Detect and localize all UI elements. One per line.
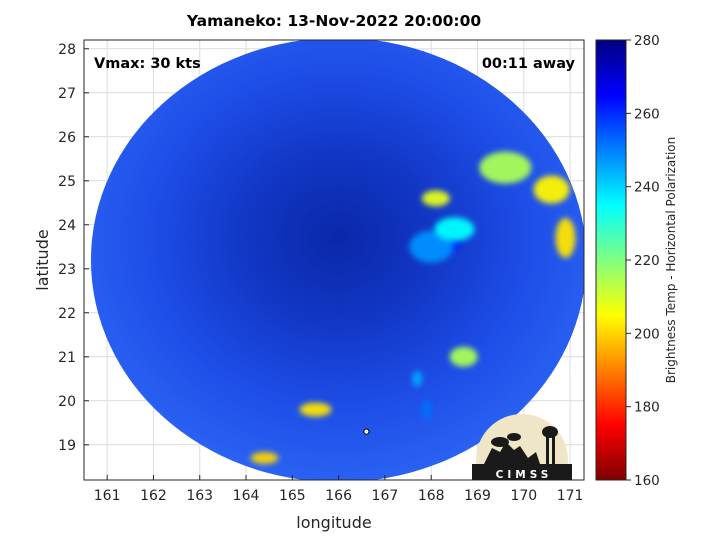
- y-tick-label: 25: [58, 174, 76, 190]
- logo-dish-silhouette: [484, 442, 540, 464]
- convection-cell: [479, 151, 532, 184]
- y-tick-label: 27: [58, 86, 76, 102]
- swath-disk: [91, 40, 584, 480]
- x-tick-label: 162: [140, 488, 167, 504]
- convection-cell: [421, 190, 450, 207]
- tower-icon: [546, 436, 549, 464]
- y-tick-label: 22: [58, 306, 76, 322]
- y-tick-label: 21: [58, 350, 76, 366]
- satellite-dish-icon: [507, 433, 521, 441]
- x-tick-label: 167: [372, 488, 399, 504]
- convection-cell: [250, 452, 279, 464]
- x-tick-label: 168: [418, 488, 445, 504]
- colorbar: [595, 39, 627, 481]
- convection-cell: [299, 402, 332, 417]
- x-tick-label: 166: [325, 488, 352, 504]
- colorbar-ticks: 280 260 240 220 200 180 160: [626, 33, 660, 489]
- x-tick-label: 164: [233, 488, 260, 504]
- vmax-annotation: Vmax: 30 kts: [94, 56, 201, 72]
- x-tick-label: 165: [279, 488, 306, 504]
- colorbar-tick-label: 160: [634, 473, 660, 489]
- convection-cell: [434, 217, 475, 242]
- y-tick-label: 24: [58, 218, 76, 234]
- colorbar-tick-label: 180: [634, 400, 660, 416]
- y-tick-label: 20: [58, 394, 76, 410]
- colorbar-label: Brightness Temp - Horizontal Polarizatio…: [664, 137, 678, 384]
- convection-features: [250, 151, 576, 464]
- y-axis-ticks: 19 20 21 22 23 24 25 26 27 28: [58, 42, 89, 454]
- convection-cell: [533, 175, 570, 204]
- colorbar-tick-label: 280: [634, 33, 660, 49]
- convection-cell: [421, 399, 432, 420]
- y-tick-label: 23: [58, 262, 76, 278]
- cimss-logo: CIMSS: [472, 414, 572, 481]
- convection-cell: [555, 218, 576, 258]
- convection-cell: [409, 230, 454, 263]
- y-tick-label: 26: [58, 130, 76, 146]
- logo-band: [472, 464, 572, 480]
- x-tick-label: 161: [94, 488, 121, 504]
- y-tick-label: 19: [58, 438, 76, 454]
- colorbar-tick-label: 200: [634, 326, 660, 342]
- tower-icon: [552, 436, 555, 464]
- convection-cell: [412, 370, 423, 387]
- storm-center-marker: [363, 428, 370, 435]
- x-axis-label: longitude: [296, 513, 371, 532]
- x-tick-label: 169: [464, 488, 491, 504]
- plot-frame: [83, 39, 585, 481]
- chart-title: Yamaneko: 13-Nov-2022 20:00:00: [186, 12, 482, 30]
- convection-cell: [449, 346, 478, 367]
- x-tick-label: 170: [510, 488, 537, 504]
- colorbar-tick-label: 220: [634, 253, 660, 269]
- x-tick-label: 171: [557, 488, 584, 504]
- satellite-dish-icon: [491, 437, 509, 447]
- x-tick-label: 163: [186, 488, 213, 504]
- time-offset-annotation: 00:11 away: [482, 56, 576, 72]
- microwave-swath: [91, 40, 584, 480]
- y-axis-label: latitude: [33, 229, 52, 290]
- colorbar-tick-label: 240: [634, 180, 660, 196]
- y-tick-label: 28: [58, 42, 76, 58]
- water-tower-icon: [542, 426, 558, 438]
- colorbar-tick-label: 260: [634, 106, 660, 122]
- logo-text: CIMSS: [496, 469, 553, 481]
- x-axis-ticks: 161 162 163 164 165 166 167 168 169 170 171: [94, 475, 584, 504]
